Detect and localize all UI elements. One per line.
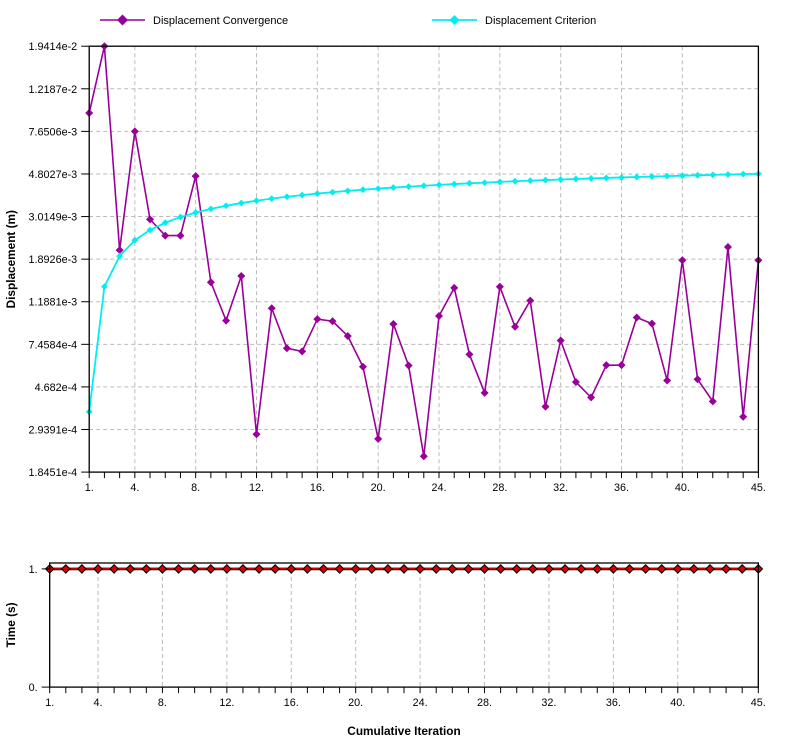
svg-text:4.: 4. — [94, 697, 103, 709]
svg-text:1.: 1. — [29, 564, 38, 576]
svg-text:4.: 4. — [130, 482, 139, 494]
svg-text:32.: 32. — [553, 482, 568, 494]
svg-text:4.682e-4: 4.682e-4 — [35, 382, 78, 394]
svg-text:36.: 36. — [614, 482, 629, 494]
svg-text:7.6506e-3: 7.6506e-3 — [29, 126, 78, 138]
svg-text:8.: 8. — [191, 482, 200, 494]
svg-text:28.: 28. — [477, 697, 492, 709]
svg-text:24.: 24. — [432, 482, 447, 494]
svg-text:40.: 40. — [670, 697, 685, 709]
svg-text:28.: 28. — [492, 482, 507, 494]
svg-text:24.: 24. — [413, 697, 428, 709]
svg-text:1.: 1. — [85, 482, 94, 494]
svg-text:Displacement Criterion: Displacement Criterion — [485, 15, 596, 27]
svg-text:1.9414e-2: 1.9414e-2 — [29, 41, 78, 53]
svg-text:16.: 16. — [310, 482, 325, 494]
svg-text:3.0149e-3: 3.0149e-3 — [29, 212, 78, 224]
svg-text:4.8027e-3: 4.8027e-3 — [29, 169, 78, 181]
svg-text:Cumulative Iteration: Cumulative Iteration — [347, 724, 460, 738]
svg-text:12.: 12. — [219, 697, 234, 709]
svg-text:20.: 20. — [348, 697, 363, 709]
svg-text:45.: 45. — [751, 697, 766, 709]
svg-text:1.8451e-4: 1.8451e-4 — [29, 467, 78, 479]
svg-text:2.9391e-4: 2.9391e-4 — [29, 425, 78, 437]
svg-text:8.: 8. — [158, 697, 167, 709]
svg-text:Displacement (m): Displacement (m) — [4, 210, 18, 308]
svg-text:12.: 12. — [249, 482, 264, 494]
svg-text:45.: 45. — [751, 482, 766, 494]
svg-text:7.4584e-4: 7.4584e-4 — [29, 339, 78, 351]
svg-text:40.: 40. — [675, 482, 690, 494]
svg-text:32.: 32. — [541, 697, 556, 709]
svg-text:1.8926e-3: 1.8926e-3 — [29, 254, 78, 266]
svg-text:1.1881e-3: 1.1881e-3 — [29, 297, 78, 309]
svg-text:16.: 16. — [284, 697, 299, 709]
svg-text:0.: 0. — [29, 682, 38, 694]
svg-text:36.: 36. — [606, 697, 621, 709]
svg-text:1.: 1. — [45, 697, 54, 709]
svg-text:Time (s): Time (s) — [4, 602, 18, 647]
svg-text:20.: 20. — [371, 482, 386, 494]
svg-text:1.2187e-2: 1.2187e-2 — [29, 84, 78, 96]
svg-text:Displacement Convergence: Displacement Convergence — [153, 15, 288, 27]
